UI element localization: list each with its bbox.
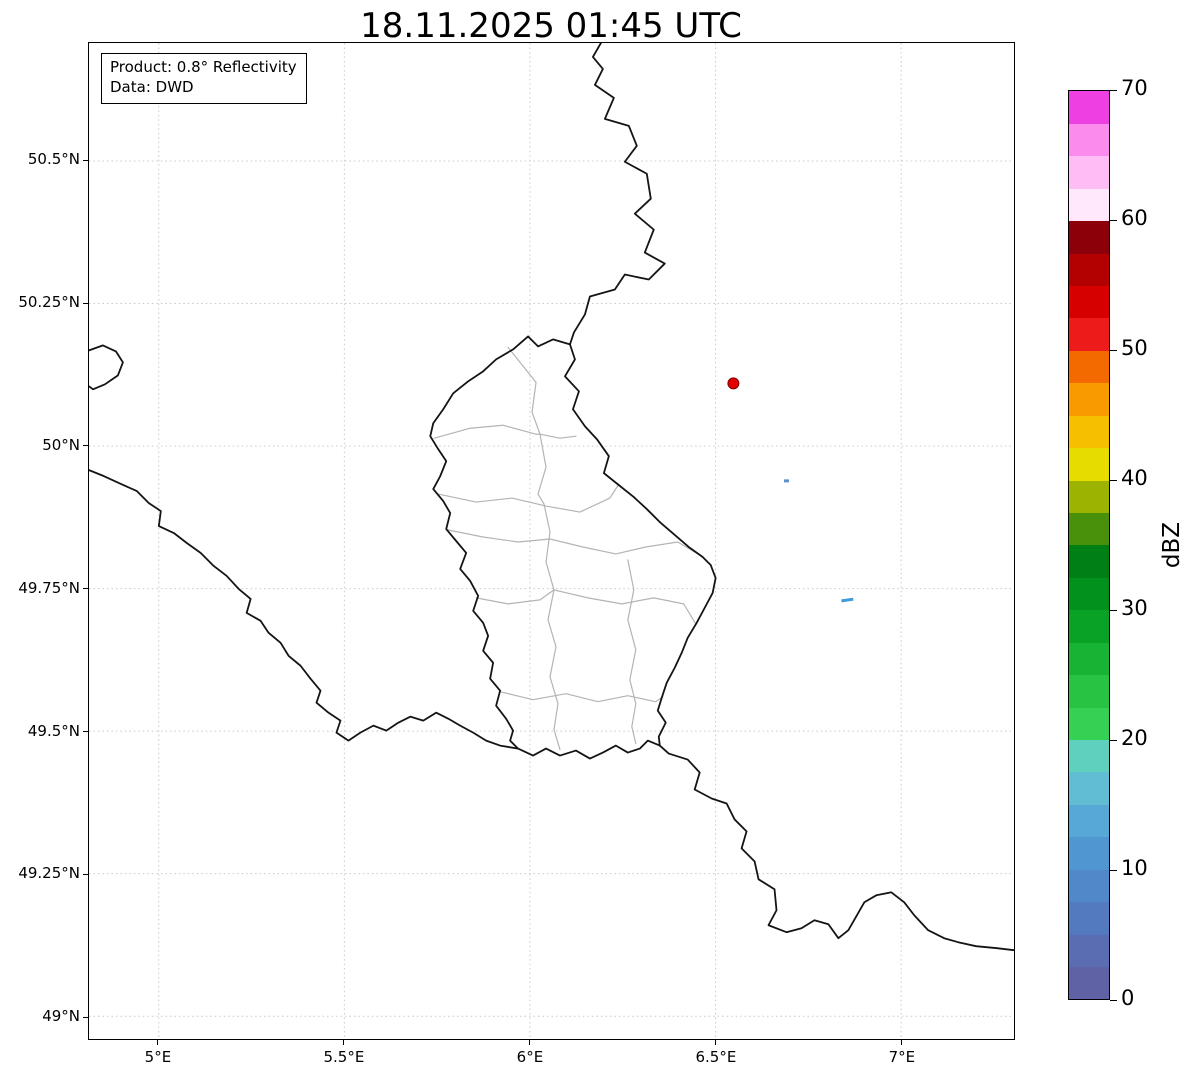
- y-axis-tick-mark: [83, 445, 88, 447]
- colorbar-segment: [1069, 285, 1109, 319]
- colorbar-segment: [1069, 577, 1109, 611]
- colorbar-segment: [1069, 188, 1109, 222]
- colorbar-segment: [1069, 609, 1109, 643]
- y-axis-tick-mark: [83, 588, 88, 590]
- canton-border: [553, 589, 697, 625]
- y-tick-label: 49.75°N: [18, 578, 80, 597]
- colorbar: [1068, 90, 1110, 1000]
- colorbar-tick-mark: [1110, 999, 1117, 1001]
- map-plot: Product: 0.8° Reflectivity Data: DWD: [88, 42, 1015, 1040]
- colorbar-segment: [1069, 253, 1109, 287]
- colorbar-segment: [1069, 642, 1109, 676]
- y-tick-label: 50.25°N: [18, 293, 80, 312]
- colorbar-tick-mark: [1110, 609, 1117, 611]
- x-axis-tick-mark: [529, 1040, 531, 1045]
- colorbar-segment: [1069, 934, 1109, 968]
- x-axis-tick-mark: [715, 1040, 717, 1045]
- y-axis-tick-mark: [83, 1016, 88, 1018]
- colorbar-segment: [1069, 220, 1109, 254]
- x-tick-label: 5°E: [144, 1048, 172, 1066]
- border-belgium-france: [89, 469, 519, 750]
- canton-border: [433, 424, 577, 439]
- colorbar-tick-mark: [1110, 479, 1117, 481]
- y-axis-tick-mark: [83, 302, 88, 304]
- y-axis-tick-mark: [83, 873, 88, 875]
- colorbar-tick-label: 70: [1121, 76, 1148, 100]
- colorbar-segment: [1069, 512, 1109, 546]
- colorbar-segment: [1069, 966, 1109, 1000]
- colorbar-segment: [1069, 447, 1109, 481]
- colorbar-segment: [1069, 382, 1109, 416]
- givet-salient-border: [89, 344, 124, 391]
- colorbar-segment: [1069, 836, 1109, 870]
- canton-border: [507, 346, 541, 435]
- canton-border: [627, 559, 637, 745]
- colorbar-segment: [1069, 674, 1109, 708]
- grid-layer: [89, 43, 1014, 1039]
- y-axis-tick-mark: [83, 731, 88, 733]
- x-tick-label: 6.5°E: [695, 1048, 737, 1066]
- colorbar-tick-label: 50: [1121, 336, 1148, 360]
- colorbar-tick-label: 40: [1121, 466, 1148, 490]
- x-tick-label: 5.5°E: [323, 1048, 365, 1066]
- colorbar-segment: [1069, 91, 1109, 124]
- info-data-line: Data: DWD: [110, 78, 194, 97]
- canton-border: [543, 503, 561, 751]
- figure-title: 18.11.2025 01:45 UTC: [360, 6, 742, 46]
- colorbar-tick-label: 0: [1121, 986, 1135, 1010]
- y-tick-label: 49°N: [42, 1007, 80, 1026]
- canton-border: [499, 691, 664, 703]
- luxembourg-outline: [429, 335, 661, 760]
- canton-border: [537, 433, 547, 505]
- radar-site-marker: [727, 377, 740, 390]
- x-tick-label: 6°E: [516, 1048, 544, 1066]
- x-axis-tick-mark: [343, 1040, 345, 1045]
- colorbar-segment: [1069, 707, 1109, 741]
- y-tick-label: 50.5°N: [27, 150, 80, 169]
- colorbar-segment: [1069, 739, 1109, 773]
- y-tick-label: 49.25°N: [18, 864, 80, 883]
- canton-border: [475, 589, 555, 605]
- canton-border: [437, 483, 620, 513]
- colorbar-label: dBZ: [1159, 521, 1185, 569]
- colorbar-segment: [1069, 480, 1109, 514]
- colorbar-tick-mark: [1110, 89, 1117, 91]
- colorbar-segment: [1069, 772, 1109, 805]
- colorbar-segment: [1069, 155, 1109, 189]
- radar-echo-layer: [783, 479, 854, 603]
- colorbar-tick-mark: [1110, 219, 1117, 221]
- x-axis-tick-mark: [901, 1040, 903, 1045]
- colorbar-tick-mark: [1110, 869, 1117, 871]
- colorbar-tick-label: 20: [1121, 726, 1148, 750]
- map-canvas: [89, 43, 1014, 1039]
- colorbar-segment: [1069, 901, 1109, 935]
- info-product-line: Product: 0.8° Reflectivity: [110, 58, 297, 76]
- colorbar-segment: [1069, 350, 1109, 384]
- x-tick-label: 7°E: [888, 1048, 916, 1066]
- colorbar-tick-mark: [1110, 739, 1117, 741]
- colorbar-segment: [1069, 804, 1109, 838]
- y-tick-label: 49.5°N: [27, 721, 80, 740]
- colorbar-segment: [1069, 318, 1109, 351]
- radar-echo: [841, 597, 854, 603]
- colorbar-segment: [1069, 123, 1109, 157]
- colorbar-segment: [1069, 869, 1109, 903]
- canton-border: [447, 529, 701, 556]
- y-tick-label: 50°N: [42, 435, 80, 454]
- colorbar-tick-label: 60: [1121, 206, 1148, 230]
- y-axis-tick-mark: [83, 159, 88, 161]
- colorbar-tick-mark: [1110, 349, 1117, 351]
- border-germany-belgium: [564, 43, 1014, 952]
- colorbar-segment: [1069, 545, 1109, 578]
- colorbar-tick-label: 10: [1121, 856, 1148, 880]
- colorbar-tick-label: 30: [1121, 596, 1148, 620]
- x-axis-tick-mark: [157, 1040, 159, 1045]
- info-box: Product: 0.8° Reflectivity Data: DWD: [101, 53, 307, 104]
- colorbar-segment: [1069, 415, 1109, 449]
